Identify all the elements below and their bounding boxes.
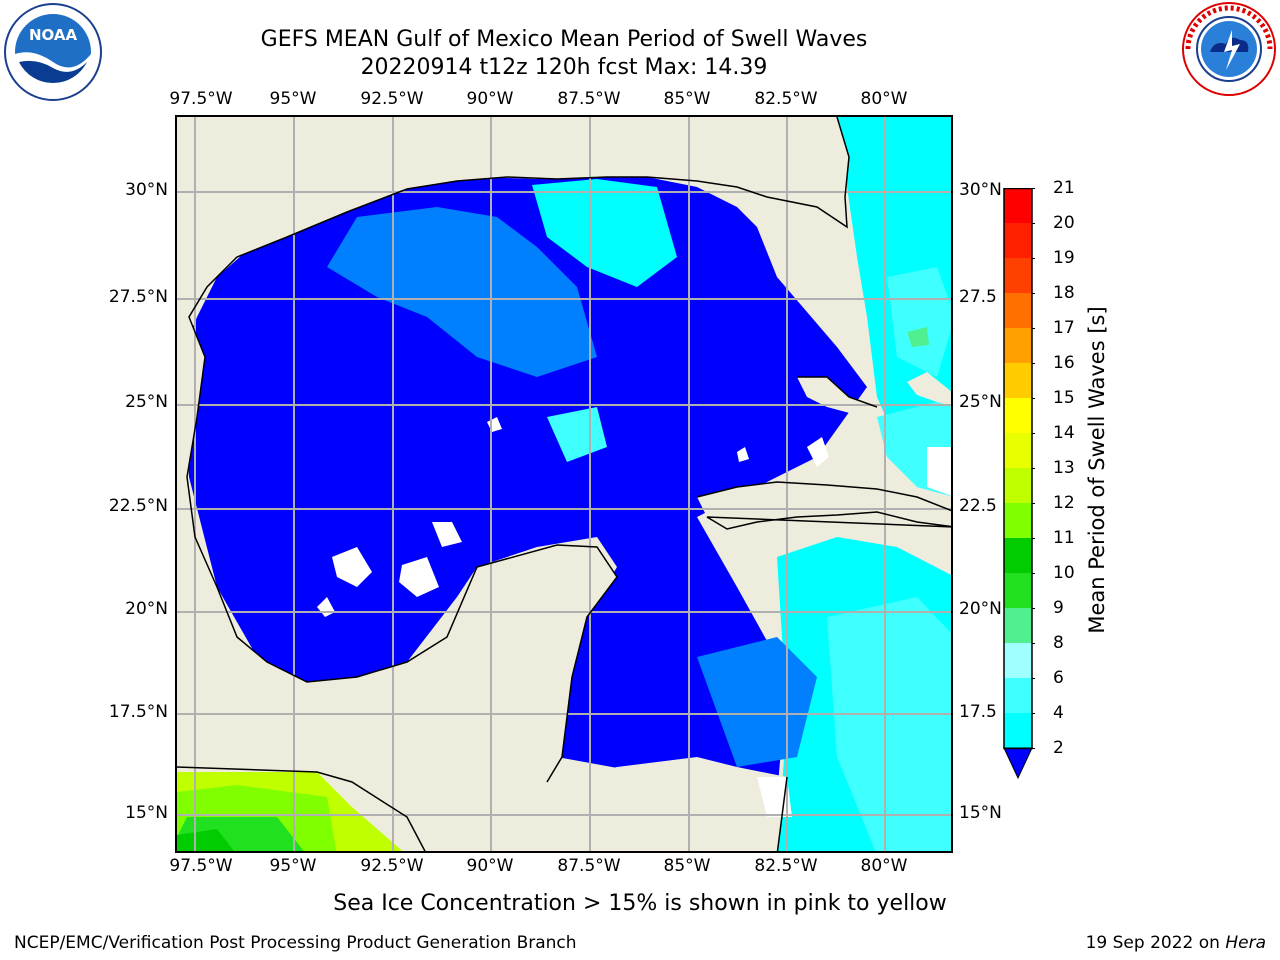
colorbar-label: Mean Period of Swell Waves [s] bbox=[1085, 306, 1109, 634]
colorbar-tick-label: 2 bbox=[1053, 738, 1064, 758]
colorbar-segment bbox=[1004, 678, 1032, 713]
colorbar-segment bbox=[1004, 713, 1032, 748]
colorbar-tick-label: 19 bbox=[1053, 248, 1075, 268]
colorbar-segment bbox=[1004, 398, 1032, 433]
footer-date-text: 19 Sep 2022 on bbox=[1085, 933, 1226, 953]
lat-label-right: 25°N bbox=[959, 392, 1002, 412]
colorbar-segment bbox=[1004, 328, 1032, 363]
lon-label-bottom: 90°W bbox=[466, 856, 514, 876]
lat-label-right: 30°N bbox=[959, 180, 1002, 200]
colorbar bbox=[1003, 188, 1035, 780]
colorbar-tick-label: 10 bbox=[1053, 563, 1075, 583]
colorbar-segment bbox=[1004, 363, 1032, 398]
colorbar-segment bbox=[1004, 608, 1032, 643]
colorbar-tick-label: 18 bbox=[1053, 283, 1075, 303]
map-caption: Sea Ice Concentration > 15% is shown in … bbox=[333, 891, 947, 916]
pacific-ocean-field bbox=[177, 772, 403, 851]
colorbar-tick-label: 14 bbox=[1053, 423, 1075, 443]
lat-label-left: 22.5°N bbox=[108, 496, 168, 516]
land-mass bbox=[177, 117, 951, 851]
lon-label-bottom: 87.5°W bbox=[557, 856, 621, 876]
colorbar-extension bbox=[1003, 747, 1033, 780]
lon-label-top: 95°W bbox=[269, 89, 317, 109]
lat-label-left: 17.5°N bbox=[108, 702, 168, 722]
gulf-ocean-field bbox=[185, 117, 951, 851]
lat-label-left: 27.5°N bbox=[108, 287, 168, 307]
lat-label-right: 27.5 bbox=[959, 287, 997, 307]
footer-date: 19 Sep 2022 on Hera bbox=[1086, 933, 1266, 953]
colorbar-segment bbox=[1004, 188, 1032, 223]
lat-label-left: 25°N bbox=[125, 392, 168, 412]
lat-label-right: 15°N bbox=[959, 803, 1002, 823]
colorbar-tick-label: 21 bbox=[1053, 178, 1075, 198]
lon-label-bottom: 80°W bbox=[860, 856, 908, 876]
lon-label-bottom: 95°W bbox=[269, 856, 317, 876]
lat-label-left: 15°N bbox=[125, 803, 168, 823]
colorbar-tick-label: 9 bbox=[1053, 598, 1064, 618]
colorbar-segment bbox=[1004, 643, 1032, 678]
lon-label-top: 87.5°W bbox=[557, 89, 621, 109]
coastline bbox=[177, 117, 951, 851]
lat-label-left: 30°N bbox=[125, 180, 168, 200]
colorbar-tick-label: 12 bbox=[1053, 493, 1075, 513]
lon-label-top: 85°W bbox=[663, 89, 711, 109]
lon-label-top: 97.5°W bbox=[169, 89, 233, 109]
colorbar-segment bbox=[1004, 258, 1032, 293]
colorbar-segment bbox=[1004, 433, 1032, 468]
colorbar-tick-label: 20 bbox=[1053, 213, 1075, 233]
footer-host: Hera bbox=[1225, 933, 1266, 953]
colorbar-tick-label: 8 bbox=[1053, 633, 1064, 653]
lat-label-right: 22.5 bbox=[959, 496, 997, 516]
footer-credit: NCEP/EMC/Verification Post Processing Pr… bbox=[14, 933, 577, 953]
map-panel bbox=[175, 115, 953, 853]
colorbar-segment bbox=[1004, 223, 1032, 258]
colorbar-tick-label: 4 bbox=[1053, 703, 1064, 723]
colorbar-tick-label: 16 bbox=[1053, 353, 1075, 373]
lat-label-right: 17.5 bbox=[959, 702, 997, 722]
lon-label-top: 82.5°W bbox=[754, 89, 818, 109]
lon-label-top: 92.5°W bbox=[360, 89, 424, 109]
colorbar-tick-label: 11 bbox=[1053, 528, 1075, 548]
noaa-logo: NOAA bbox=[4, 3, 102, 101]
colorbar-tick-label: 13 bbox=[1053, 458, 1075, 478]
lon-label-bottom: 82.5°W bbox=[754, 856, 818, 876]
chart-title: GEFS MEAN Gulf of Mexico Mean Period of … bbox=[260, 27, 868, 52]
lon-label-top: 80°W bbox=[860, 89, 908, 109]
lon-label-bottom: 97.5°W bbox=[169, 856, 233, 876]
nws-logo bbox=[1182, 2, 1276, 96]
colorbar-segment bbox=[1004, 293, 1032, 328]
colorbar-segment bbox=[1004, 503, 1032, 538]
colorbar-segment bbox=[1004, 538, 1032, 573]
graticule bbox=[177, 117, 951, 851]
colorbar-segment bbox=[1004, 573, 1032, 608]
colorbar-tick-label: 6 bbox=[1053, 668, 1064, 688]
lon-label-bottom: 85°W bbox=[663, 856, 711, 876]
colorbar-tick-label: 17 bbox=[1053, 318, 1075, 338]
swell-period-map bbox=[177, 117, 951, 851]
noaa-logo-text: NOAA bbox=[29, 26, 78, 44]
colorbar-segment bbox=[1004, 468, 1032, 503]
lon-label-bottom: 92.5°W bbox=[360, 856, 424, 876]
lat-label-left: 20°N bbox=[125, 599, 168, 619]
colorbar-tick-label: 15 bbox=[1053, 388, 1075, 408]
lon-label-top: 90°W bbox=[466, 89, 514, 109]
lat-label-right: 20°N bbox=[959, 599, 1002, 619]
chart-subtitle: 20220914 t12z 120h fcst Max: 14.39 bbox=[360, 55, 768, 80]
